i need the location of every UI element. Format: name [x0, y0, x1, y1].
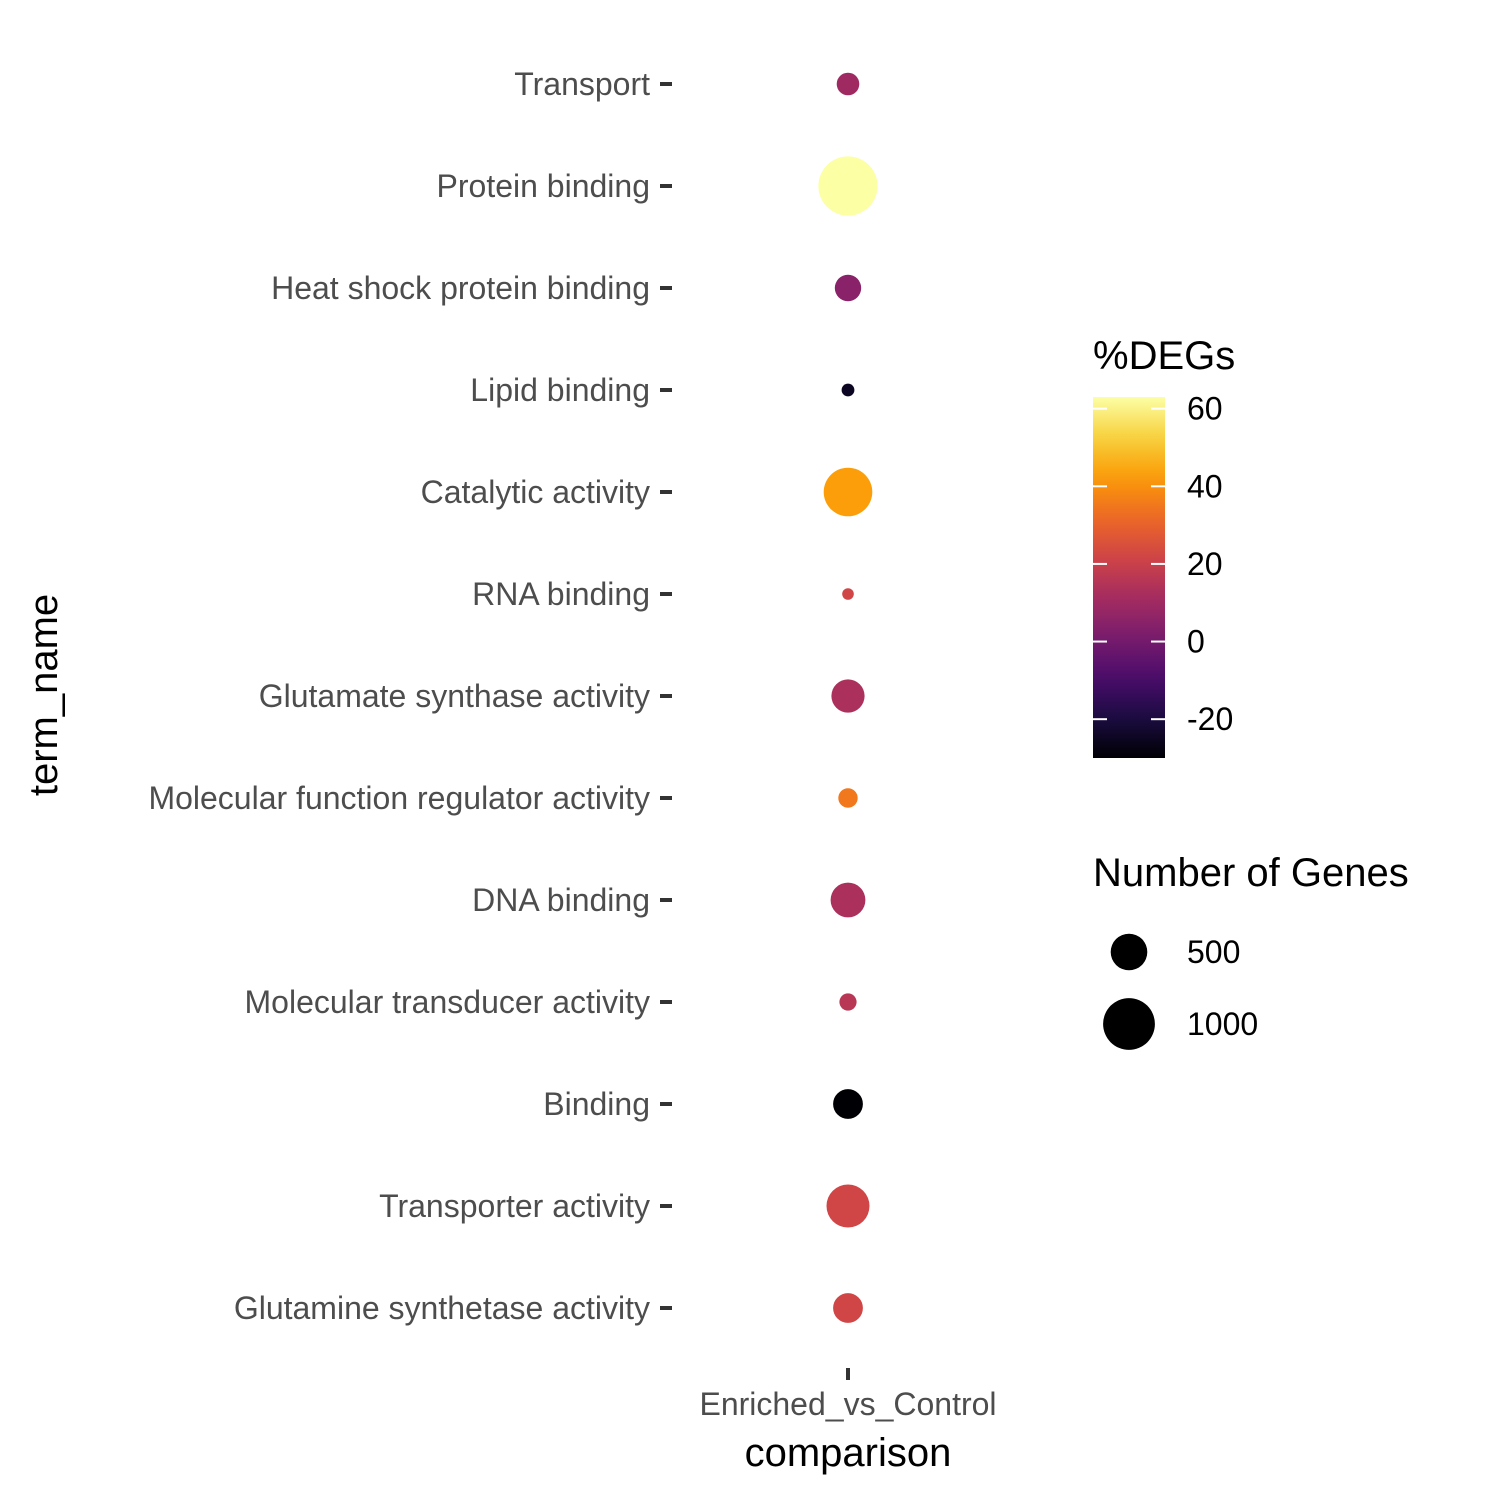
y-tick-label: Molecular transducer activity: [245, 984, 650, 1020]
data-point: [826, 1184, 870, 1228]
data-point: [818, 156, 878, 216]
y-tick-label: Molecular function regulator activity: [148, 780, 650, 816]
color-legend-label: 40: [1187, 468, 1223, 504]
data-point: [834, 274, 862, 302]
x-tick-label: Enriched_vs_Control: [699, 1386, 996, 1422]
data-point: [833, 1293, 863, 1323]
data-point: [830, 882, 866, 918]
color-legend-label: 60: [1187, 391, 1223, 427]
y-tick-label: Heat shock protein binding: [271, 270, 650, 306]
data-point: [836, 72, 860, 96]
y-tick-label: Binding: [543, 1086, 650, 1122]
size-legend-title: Number of Genes: [1093, 851, 1409, 895]
data-point: [841, 383, 855, 397]
y-tick-label: DNA binding: [472, 882, 650, 918]
data-point: [823, 467, 873, 517]
y-tick-label: Transporter activity: [379, 1188, 650, 1224]
x-axis-title: comparison: [745, 1431, 952, 1475]
color-bar: [1093, 397, 1165, 758]
size-legend: Number of Genes 500 1000: [1093, 851, 1409, 1050]
data-point: [838, 788, 858, 808]
x-axis: Enriched_vs_Control: [699, 1368, 997, 1422]
size-legend-label: 1000: [1187, 1006, 1258, 1042]
data-point: [839, 993, 857, 1011]
y-tick-label: Transport: [514, 66, 650, 102]
size-legend-key: [1103, 998, 1155, 1050]
color-legend: %DEGs 60 40 20 0 -20: [1093, 334, 1235, 758]
y-tick-label: RNA binding: [472, 576, 650, 612]
y-tick-label: Lipid binding: [470, 372, 650, 408]
size-legend-label: 500: [1187, 934, 1240, 970]
data-point: [842, 588, 854, 600]
color-legend-label: -20: [1187, 701, 1233, 737]
y-tick-label: Glutamate synthase activity: [259, 678, 650, 714]
data-point: [831, 679, 865, 713]
color-legend-title: %DEGs: [1093, 334, 1235, 378]
data-point: [833, 1089, 863, 1119]
y-tick-label: Glutamine synthetase activity: [234, 1290, 650, 1326]
size-legend-key: [1110, 933, 1148, 971]
data-points: [818, 72, 878, 1323]
y-tick-label: Catalytic activity: [421, 474, 650, 510]
color-legend-label: 20: [1187, 546, 1223, 582]
y-tick-label: Protein binding: [437, 168, 650, 204]
y-axis: Transport Protein binding Heat shock prote…: [148, 66, 672, 1326]
y-axis-title: term_name: [22, 594, 66, 796]
color-legend-label: 0: [1187, 624, 1205, 660]
